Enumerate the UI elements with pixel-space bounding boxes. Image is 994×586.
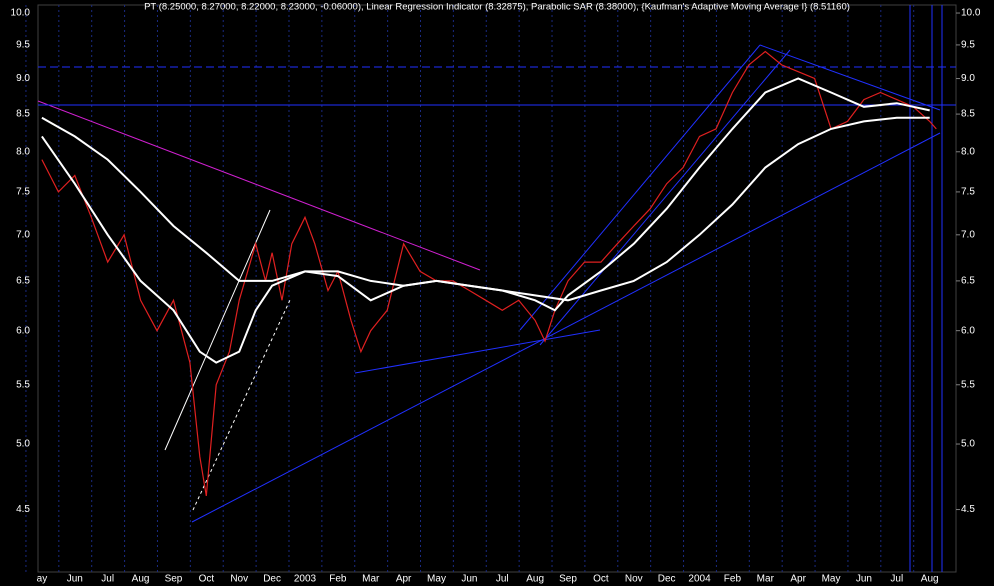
x-tick-label: 2004 [688, 574, 711, 585]
trend-line [192, 299, 291, 511]
y-tick-label: 5.0 [961, 439, 975, 450]
y-tick-label: 8.5 [16, 109, 30, 120]
x-tick-label: Jul [890, 574, 903, 585]
x-tick-label: Apr [790, 574, 806, 585]
series-line [41, 50, 937, 496]
x-tick-label: Aug [921, 574, 939, 585]
y-tick-label: 10.0 [961, 8, 981, 19]
x-tick-label: ay [37, 574, 48, 585]
x-tick-label: 2003 [294, 574, 317, 585]
trend-lines [37, 5, 956, 572]
y-tick-label: 5.5 [16, 379, 30, 390]
y-tick-label: 7.0 [961, 229, 975, 240]
x-tick-label: Aug [526, 574, 544, 585]
x-tick-label: Jul [496, 574, 509, 585]
x-tick-label: May [822, 574, 841, 585]
x-tick-label: Jun [461, 574, 477, 585]
x-tick-label: Sep [165, 574, 183, 585]
x-tick-label: Nov [230, 574, 248, 585]
x-tick-label: Aug [132, 574, 150, 585]
y-tick-label: 4.5 [961, 504, 975, 515]
y-tick-label: 9.5 [961, 40, 975, 51]
x-tick-label: Oct [199, 574, 215, 585]
y-tick-label: 9.0 [961, 73, 975, 84]
trend-line [37, 100, 481, 271]
x-tick-label: Jun [856, 574, 872, 585]
y-tick-label: 7.0 [16, 229, 30, 240]
y-tick-label: 4.5 [16, 504, 30, 515]
y-tick-label: 8.0 [961, 146, 975, 157]
y-tick-label: 7.5 [16, 187, 30, 198]
x-tick-label: Feb [724, 574, 742, 585]
x-tick-label: Nov [625, 574, 643, 585]
y-tick-label: 7.5 [961, 187, 975, 198]
plot-area [37, 4, 957, 573]
x-tick-label: Oct [593, 574, 609, 585]
y-tick-label: 5.5 [961, 379, 975, 390]
x-tick-label: Mar [362, 574, 380, 585]
x-tick-label: Feb [329, 574, 347, 585]
y-tick-label: 8.0 [16, 146, 30, 157]
x-tick-label: Apr [396, 574, 412, 585]
x-tick-label: Dec [263, 574, 281, 585]
trend-line [519, 44, 761, 331]
y-tick-label: 10.0 [11, 8, 31, 19]
x-tick-label: Mar [757, 574, 775, 585]
x-tick-label: Dec [658, 574, 676, 585]
y-tick-label: 6.5 [16, 276, 30, 287]
y-tick-label: 6.0 [16, 325, 30, 336]
x-tick-label: May [427, 574, 446, 585]
y-tick-label: 9.5 [16, 40, 30, 51]
trend-line [354, 329, 601, 374]
y-tick-label: 6.5 [961, 276, 975, 287]
y-tick-label: 5.0 [16, 439, 30, 450]
y-tick-label: 8.5 [961, 109, 975, 120]
x-tick-label: Sep [559, 574, 577, 585]
trend-line [191, 132, 941, 523]
chart-title: PT (8.25000, 8.27000, 8.22000, 8.23000, … [144, 2, 850, 13]
x-tick-label: Jun [67, 574, 83, 585]
y-tick-label: 9.0 [16, 73, 30, 84]
series-line [41, 116, 930, 302]
x-tick-label: Jul [101, 574, 114, 585]
trend-line [164, 209, 271, 451]
y-tick-label: 6.0 [961, 325, 975, 336]
